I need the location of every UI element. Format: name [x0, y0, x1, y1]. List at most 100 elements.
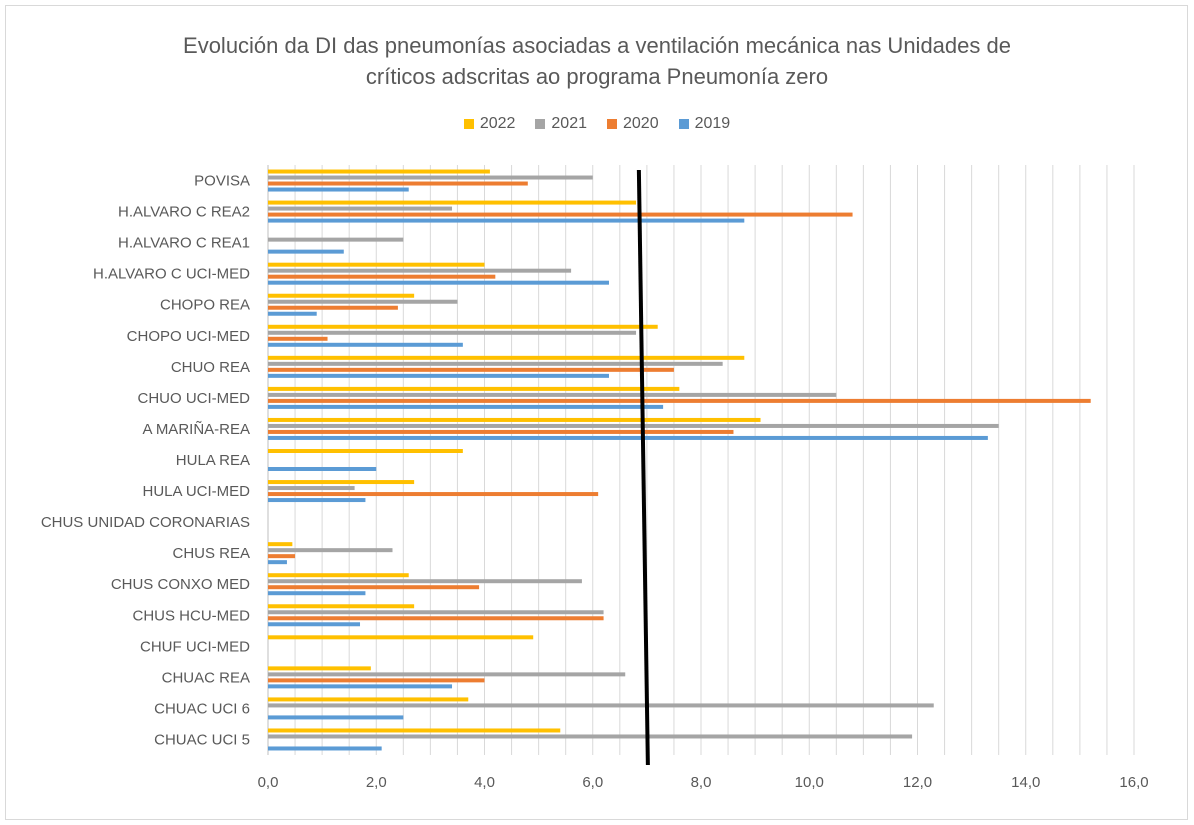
bar-2020	[268, 616, 604, 621]
x-tick-label: 10,0	[795, 774, 824, 791]
x-tick-label: 16,0	[1119, 774, 1148, 791]
chart-frame	[5, 5, 1188, 820]
bar-2022	[268, 635, 534, 640]
bar-2021	[268, 392, 837, 397]
bar-2020	[268, 181, 528, 186]
x-tick-label: 12,0	[903, 774, 932, 791]
bar-2019	[268, 622, 361, 627]
bar-2021	[268, 330, 637, 335]
bar-2019	[268, 684, 453, 689]
y-tick-label: A MARIÑA-REA	[142, 421, 250, 438]
bar-2019	[268, 373, 609, 378]
x-tick-label: 6,0	[582, 774, 603, 791]
bar-2019	[268, 280, 609, 285]
chart-title: Evolución da DI das pneumonías asociadas…	[0, 30, 1194, 92]
bar-2022	[268, 666, 371, 671]
bar-2022	[268, 262, 485, 267]
bar-2021	[268, 734, 913, 739]
bar-2021	[268, 548, 393, 553]
bar-2021	[268, 486, 355, 491]
y-tick-label: CHUF UCI-MED	[140, 638, 250, 655]
y-tick-label: CHUAC UCI 6	[154, 700, 250, 717]
bar-2019	[268, 404, 664, 409]
bar-2019	[268, 560, 287, 565]
bar-2022	[268, 449, 463, 453]
y-tick-label: H.ALVARO C REA1	[118, 235, 250, 252]
bar-2022	[268, 386, 680, 391]
bar-2020	[268, 398, 1091, 403]
bar-2022	[268, 728, 561, 733]
bar-2019	[268, 746, 382, 751]
bar-2022	[268, 293, 415, 298]
bar-2021	[268, 206, 453, 211]
legend-swatch	[463, 119, 474, 129]
bar-2021	[268, 579, 582, 584]
y-tick-label: CHUAC UCI 5	[154, 731, 250, 748]
bar-2020	[268, 212, 853, 217]
bar-2019	[268, 435, 988, 440]
legend-swatch	[607, 119, 617, 129]
y-tick-label: CHUS HCU-MED	[133, 607, 251, 624]
bar-2021	[268, 237, 404, 242]
y-tick-label: HULA UCI-MED	[142, 483, 250, 500]
bar-2020	[268, 585, 480, 590]
y-tick-label: CHOPO UCI-MED	[127, 328, 251, 345]
bar-2021	[268, 703, 934, 708]
y-tick-label: HULA REA	[176, 452, 250, 469]
bar-2019	[268, 467, 377, 471]
bar-2019	[268, 715, 404, 720]
bar-2022	[268, 542, 293, 547]
x-tick-label: 0,0	[258, 774, 279, 791]
y-tick-label: CHOPO REA	[160, 297, 250, 314]
bar-2022	[268, 355, 745, 360]
y-tick-label: CHUS UNIDAD CORONARIAS	[41, 514, 250, 531]
y-tick-label: CHUS REA	[172, 545, 250, 562]
bar-2019	[268, 218, 745, 223]
legend-swatch	[678, 119, 689, 129]
bar-2021	[268, 175, 593, 180]
y-tick-label: H.ALVARO C REA2	[118, 204, 250, 221]
legend-item: 2021	[535, 115, 587, 133]
bar-2022	[268, 604, 415, 609]
y-tick-label: POVISA	[194, 173, 250, 190]
bar-2020	[268, 429, 734, 434]
chart-title-line-1: Evolución da DI das pneumonías asociadas…	[183, 33, 1011, 58]
bar-2019	[268, 342, 463, 347]
bar-2022	[268, 200, 637, 205]
bar-2022	[268, 573, 409, 578]
bar-2020	[268, 492, 599, 497]
bar-2019	[268, 311, 317, 316]
x-tick-label: 8,0	[691, 774, 712, 791]
legend-item: 2020	[607, 115, 659, 133]
y-tick-label: CHUO REA	[171, 359, 250, 376]
legend-item: 2019	[678, 115, 730, 133]
bar-2022	[268, 417, 761, 422]
bar-2021	[268, 361, 723, 366]
bar-2020	[268, 274, 496, 279]
y-tick-label: CHUO UCI-MED	[138, 390, 251, 407]
bar-2019	[268, 498, 366, 503]
bar-2021	[268, 268, 572, 273]
bar-2020	[268, 336, 328, 341]
y-tick-label: CHUAC REA	[162, 669, 250, 686]
bar-2020	[268, 554, 296, 559]
bar-2021	[268, 299, 458, 304]
bar-2019	[268, 591, 366, 596]
legend-label: 2020	[623, 115, 659, 132]
chart-title-line-2: críticos adscritas ao programa Pneumonía…	[365, 64, 829, 89]
bar-2020	[268, 305, 398, 310]
legend-label: 2022	[479, 115, 516, 132]
bar-2022	[268, 169, 490, 174]
y-tick-label: H.ALVARO C UCI-MED	[93, 266, 250, 283]
bar-2021	[268, 672, 626, 677]
bar-2022	[268, 480, 415, 485]
bar-2022	[268, 324, 658, 329]
x-tick-label: 14,0	[1011, 774, 1040, 791]
legend-item: 2022	[463, 115, 516, 133]
x-tick-label: 2,0	[366, 774, 387, 791]
bar-2019	[268, 249, 344, 254]
chart-legend: 2022 2021 2020 2019	[0, 115, 1194, 133]
x-tick-label: 4,0	[474, 774, 495, 791]
bar-2021	[268, 610, 604, 615]
